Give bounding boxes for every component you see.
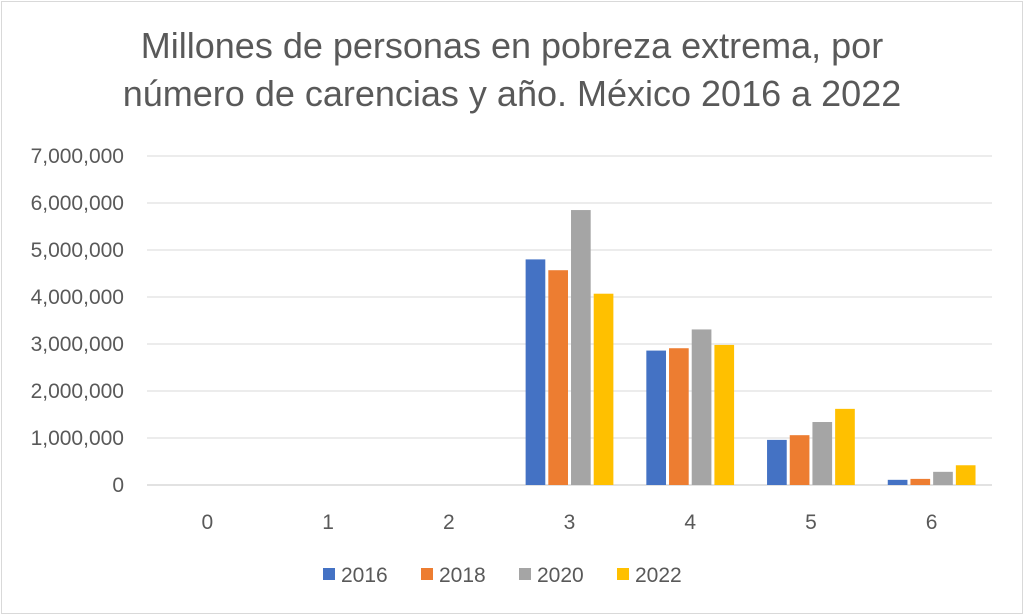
x-tick-label: 6: [926, 511, 938, 534]
legend-item-2022: 2022: [617, 564, 682, 587]
bar-2022-cat-4: [714, 344, 735, 485]
x-tick-label: 4: [684, 511, 696, 534]
chart-title-line-2: número de carencias y año. México 2016 a…: [123, 73, 901, 114]
bar-2016-cat-6: [887, 479, 908, 485]
x-tick-label: 1: [322, 511, 334, 534]
legend-label: 2022: [635, 564, 682, 587]
bars: [525, 210, 976, 486]
chart-title-line-1: Millones de personas en pobreza extrema,…: [141, 25, 883, 66]
legend-swatch: [323, 568, 335, 580]
y-tick-label: 0: [112, 474, 124, 497]
legend-swatch: [519, 568, 531, 580]
x-tick-label: 5: [805, 511, 817, 534]
bar-2020-cat-5: [812, 422, 833, 485]
bar-2018-cat-6: [910, 478, 931, 485]
y-tick-label: 7,000,000: [31, 145, 124, 168]
legend-item-2020: 2020: [519, 564, 584, 587]
bar-2022-cat-3: [593, 293, 614, 485]
bar-2022-cat-6: [955, 465, 976, 485]
bar-2020-cat-3: [571, 210, 591, 486]
legend-item-2016: 2016: [323, 564, 388, 587]
bar-2020-cat-6: [933, 471, 953, 485]
bar-2018-cat-4: [669, 348, 689, 485]
legend-swatch: [421, 568, 433, 580]
bar-2016-cat-4: [646, 350, 667, 485]
bar-2018-cat-3: [548, 270, 568, 485]
y-tick-label: 1,000,000: [31, 427, 124, 450]
y-tick-label: 6,000,000: [31, 192, 124, 215]
y-axis: 0 1,000,000 2,000,000 3,000,000 4,000,000 5,0…: [31, 145, 124, 497]
legend-item-2018: 2018: [421, 564, 486, 587]
legend-label: 2016: [341, 564, 388, 587]
legend-swatch: [617, 568, 629, 580]
x-tick-label: 0: [202, 511, 214, 534]
y-tick-label: 2,000,000: [31, 380, 124, 403]
bar-2020-cat-4: [691, 329, 712, 485]
y-tick-label: 5,000,000: [31, 239, 124, 262]
x-tick-label: 2: [443, 511, 455, 534]
y-tick-label: 4,000,000: [31, 286, 124, 309]
legend: 2016 2018 2020 2022: [323, 564, 682, 587]
legend-label: 2018: [439, 564, 486, 587]
chart-title: Millones de personas en pobreza extrema,…: [123, 25, 901, 114]
bar-2022-cat-5: [835, 408, 855, 485]
bar-2018-cat-5: [789, 435, 810, 485]
bar-2016-cat-3: [525, 259, 546, 485]
legend-label: 2020: [537, 564, 584, 587]
x-axis: 0 1 2 3 4 5 6: [202, 511, 938, 534]
y-tick-label: 3,000,000: [31, 333, 124, 356]
gridlines: [147, 155, 992, 486]
x-tick-label: 3: [564, 511, 576, 534]
bar-2016-cat-5: [767, 439, 787, 485]
